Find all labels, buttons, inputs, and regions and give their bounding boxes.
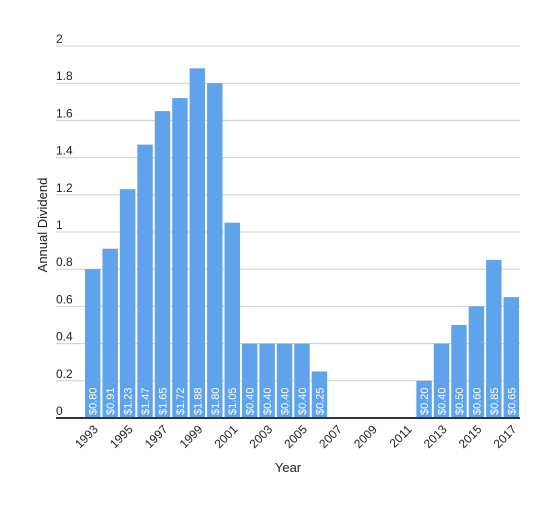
x-tick-label: 2017 [491,422,520,451]
x-axis-title: Year [275,460,302,475]
bar-data-label: $0.60 [471,387,483,415]
x-tick-label: 2013 [421,422,450,451]
bar-data-label: $0.40 [262,387,274,415]
x-tick-label: 1993 [72,422,101,451]
bar [486,259,502,418]
y-tick-label: 1.2 [56,181,73,195]
y-axis-title: Annual Dividend [35,178,50,273]
y-axis-ticks: 0 0.2 0.4 0.6 0.8 1 1.2 1.4 1.6 1.8 2 [56,32,73,418]
y-tick-label: 1.4 [56,144,73,158]
bar-data-label: $1.65 [157,387,169,415]
y-tick-label: 0.2 [56,367,73,381]
bar [311,371,328,418]
x-tick-label: 1997 [142,422,171,451]
x-axis-ticks: 1993 1995 1997 1999 2001 2003 2005 2007 2009 2011… [72,422,520,451]
x-tick-label: 2015 [456,422,485,451]
bar [294,343,310,418]
bar-data-label: $0.85 [489,387,501,415]
bar [259,343,275,418]
bar-data-label: $0.40 [245,387,257,415]
bar-data-label: $0.25 [314,387,326,415]
bar-data-label: $1.80 [210,387,222,415]
y-tick-label: 1.6 [56,106,73,120]
bar [85,269,101,418]
x-tick-label: 2003 [246,422,275,451]
bar-data-label: $1.47 [140,387,152,415]
y-tick-label: 1.8 [56,69,73,83]
bar-data-label: $1.23 [123,387,135,415]
bar-data-label: $0.40 [280,387,292,415]
bars [85,68,519,418]
bar-data-label: $0.50 [454,387,466,415]
x-tick-label: 2005 [281,422,310,451]
bar-data-label: $1.88 [192,387,204,415]
x-tick-label: 1995 [107,422,136,451]
y-tick-label: 0.8 [56,255,73,269]
bar [276,343,293,418]
bar [154,111,171,418]
bar [433,343,450,418]
bar-data-label: $0.91 [105,387,117,415]
bar [119,189,136,418]
y-tick-label: 0.4 [56,330,73,344]
x-tick-label: 2001 [212,422,241,451]
x-tick-label: 2009 [351,422,380,451]
y-tick-label: 1 [56,218,63,232]
bar [207,83,223,418]
bar [137,144,153,418]
bar [503,297,519,418]
bar-data-label: $0.40 [297,387,309,415]
y-tick-label: 2 [56,32,63,46]
bar-data-label: $0.20 [419,387,431,415]
bar-data-label: $0.65 [506,387,518,415]
x-tick-label: 2011 [387,422,415,450]
bar [416,380,432,418]
bar [241,343,258,418]
bar-data-label: $0.40 [437,387,449,415]
bar [172,98,188,418]
x-tick-label: 1999 [177,422,206,451]
bar [224,222,240,418]
bar [102,248,118,418]
bar-data-label: $1.05 [227,387,239,415]
y-tick-label: 0.6 [56,292,73,306]
bar [189,68,206,418]
bar [468,306,485,418]
bar-data-label: $0.80 [88,387,100,415]
y-tick-label: 0 [56,404,63,418]
bar-data-label: $1.72 [175,387,187,415]
x-tick-label: 2007 [316,422,345,451]
bar [451,325,467,418]
bar-data-labels: $0.80 $0.91 $1.23 $1.47 $1.65 $1.72 $1.88 $1.80… [88,387,519,415]
